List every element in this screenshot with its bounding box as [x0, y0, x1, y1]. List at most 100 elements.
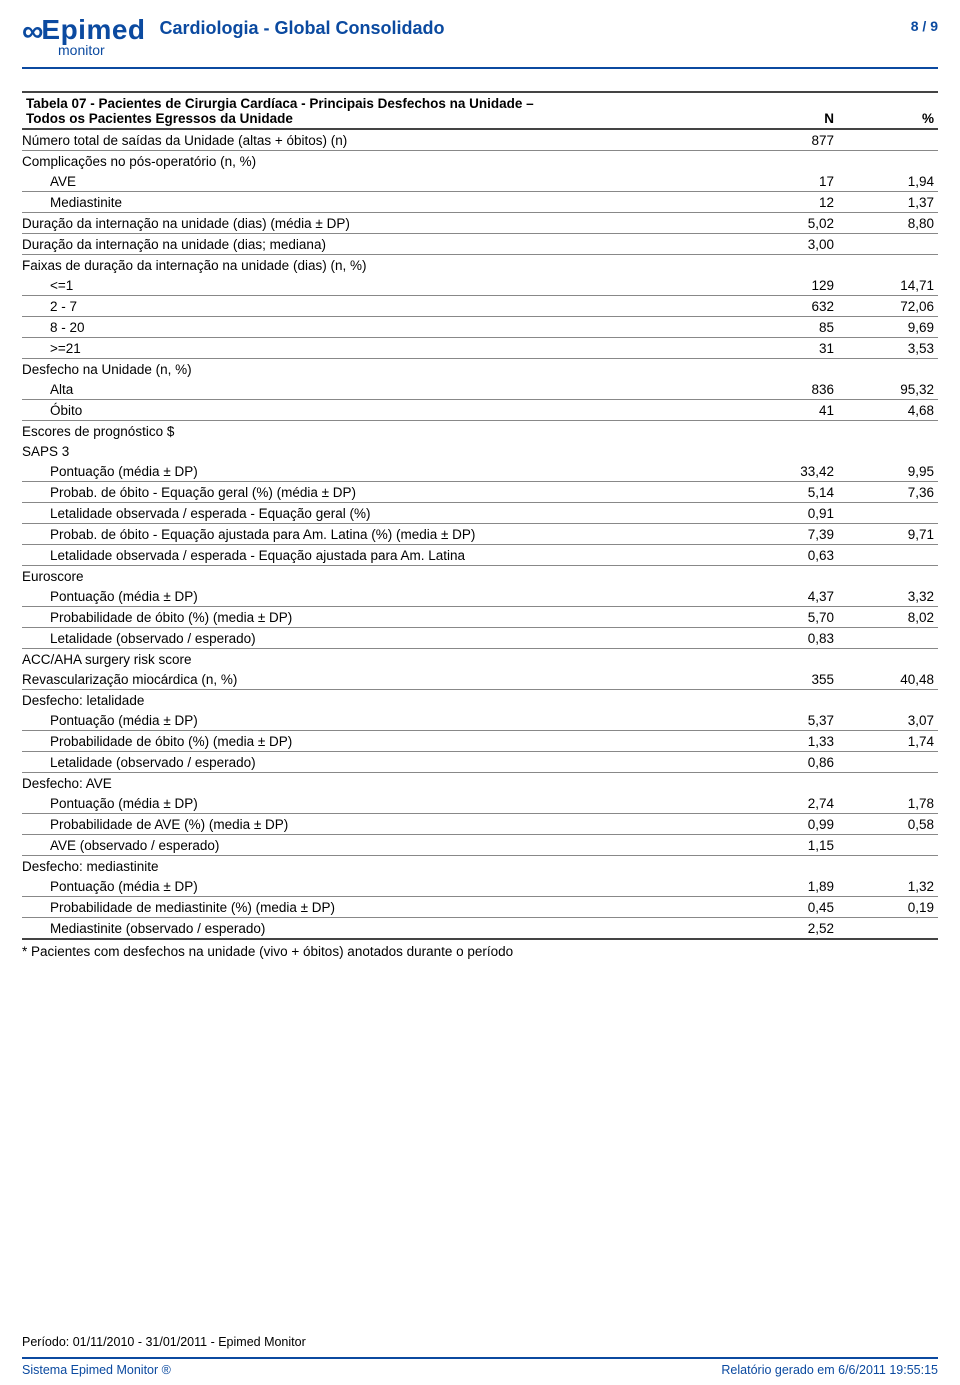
table-row: ACC/AHA surgery risk score [22, 649, 938, 670]
table-header-row: Tabela 07 - Pacientes de Cirurgia Cardía… [22, 92, 938, 129]
row-label: <=1 [22, 275, 728, 296]
row-n: 877 [728, 129, 838, 151]
row-pct: 72,06 [838, 296, 938, 317]
table-row: AVE171,94 [22, 171, 938, 192]
row-pct [838, 359, 938, 380]
row-label: Desfecho: mediastinite [22, 856, 728, 877]
table-row: <=112914,71 [22, 275, 938, 296]
row-n: 4,37 [728, 586, 838, 607]
row-label: Pontuação (média ± DP) [22, 710, 728, 731]
table-row: Óbito414,68 [22, 400, 938, 421]
table-row: Duração da internação na unidade (dias) … [22, 213, 938, 234]
row-label: Probab. de óbito - Equação ajustada para… [22, 524, 728, 545]
row-n: 1,89 [728, 876, 838, 897]
row-label: Letalidade observada / esperada - Equaçã… [22, 503, 728, 524]
row-n: 5,70 [728, 607, 838, 628]
row-label: Complicações no pós-operatório (n, %) [22, 151, 728, 172]
row-n: 632 [728, 296, 838, 317]
table-row: Pontuação (média ± DP)33,429,95 [22, 461, 938, 482]
row-n [728, 441, 838, 461]
table-row: Desfecho: letalidade [22, 690, 938, 711]
row-pct [838, 129, 938, 151]
row-pct [838, 918, 938, 940]
row-n: 7,39 [728, 524, 838, 545]
table-footnote: * Pacientes com desfechos na unidade (vi… [22, 940, 938, 959]
row-n: 0,99 [728, 814, 838, 835]
row-pct [838, 234, 938, 255]
row-label: Letalidade (observado / esperado) [22, 628, 728, 649]
row-n: 1,15 [728, 835, 838, 856]
table-row: 8 - 20859,69 [22, 317, 938, 338]
row-pct: 1,74 [838, 731, 938, 752]
row-n: 836 [728, 379, 838, 400]
row-pct [838, 151, 938, 172]
row-label: Alta [22, 379, 728, 400]
row-pct: 40,48 [838, 669, 938, 690]
logo-symbol: ∞ [22, 15, 41, 48]
row-label: Revascularização miocárdica (n, %) [22, 669, 728, 690]
row-n: 33,42 [728, 461, 838, 482]
row-n: 31 [728, 338, 838, 359]
table-row: Alta83695,32 [22, 379, 938, 400]
row-label: Óbito [22, 400, 728, 421]
page-number: 8 / 9 [911, 18, 938, 34]
table-row: Euroscore [22, 566, 938, 587]
table-row: Faixas de duração da internação na unida… [22, 255, 938, 276]
table-title: Tabela 07 - Pacientes de Cirurgia Cardía… [22, 92, 728, 129]
logo: ∞Epimed monitor [22, 16, 146, 57]
row-label: Probabilidade de óbito (%) (media ± DP) [22, 731, 728, 752]
table-row: Duração da internação na unidade (dias; … [22, 234, 938, 255]
row-pct [838, 566, 938, 587]
row-pct [838, 503, 938, 524]
row-n [728, 359, 838, 380]
row-pct: 1,37 [838, 192, 938, 213]
row-pct: 4,68 [838, 400, 938, 421]
row-n: 0,63 [728, 545, 838, 566]
row-pct: 1,78 [838, 793, 938, 814]
row-pct: 7,36 [838, 482, 938, 503]
row-label: Probabilidade de óbito (%) (media ± DP) [22, 607, 728, 628]
row-pct: 9,71 [838, 524, 938, 545]
row-label: Pontuação (média ± DP) [22, 461, 728, 482]
row-n [728, 856, 838, 877]
row-pct [838, 690, 938, 711]
table-row: Desfecho: AVE [22, 773, 938, 794]
row-n: 355 [728, 669, 838, 690]
row-pct [838, 628, 938, 649]
row-label: Pontuação (média ± DP) [22, 793, 728, 814]
row-label: Desfecho: letalidade [22, 690, 728, 711]
row-pct [838, 856, 938, 877]
table-row: Desfecho na Unidade (n, %) [22, 359, 938, 380]
row-n: 129 [728, 275, 838, 296]
row-pct: 8,02 [838, 607, 938, 628]
row-label: Desfecho na Unidade (n, %) [22, 359, 728, 380]
row-n [728, 773, 838, 794]
table-row: Probabilidade de mediastinite (%) (media… [22, 897, 938, 918]
row-label: >=21 [22, 338, 728, 359]
row-pct: 8,80 [838, 213, 938, 234]
row-n: 5,37 [728, 710, 838, 731]
row-label: AVE (observado / esperado) [22, 835, 728, 856]
row-pct [838, 255, 938, 276]
table-row: Revascularização miocárdica (n, %)35540,… [22, 669, 938, 690]
row-label: Probabilidade de mediastinite (%) (media… [22, 897, 728, 918]
table-row: Pontuação (média ± DP)5,373,07 [22, 710, 938, 731]
page-header: ∞Epimed monitor Cardiologia - Global Con… [22, 16, 938, 61]
row-n: 5,02 [728, 213, 838, 234]
row-label: Pontuação (média ± DP) [22, 586, 728, 607]
row-n [728, 255, 838, 276]
row-label: Desfecho: AVE [22, 773, 728, 794]
table-row: Probabilidade de AVE (%) (media ± DP)0,9… [22, 814, 938, 835]
row-pct [838, 649, 938, 670]
table-row: Complicações no pós-operatório (n, %) [22, 151, 938, 172]
row-pct: 0,19 [838, 897, 938, 918]
row-n: 0,45 [728, 897, 838, 918]
row-label: ACC/AHA surgery risk score [22, 649, 728, 670]
col-header-n: N [728, 92, 838, 129]
row-pct: 3,07 [838, 710, 938, 731]
row-label: Duração da internação na unidade (dias; … [22, 234, 728, 255]
row-label: AVE [22, 171, 728, 192]
row-pct [838, 835, 938, 856]
row-n: 85 [728, 317, 838, 338]
row-n: 2,52 [728, 918, 838, 940]
